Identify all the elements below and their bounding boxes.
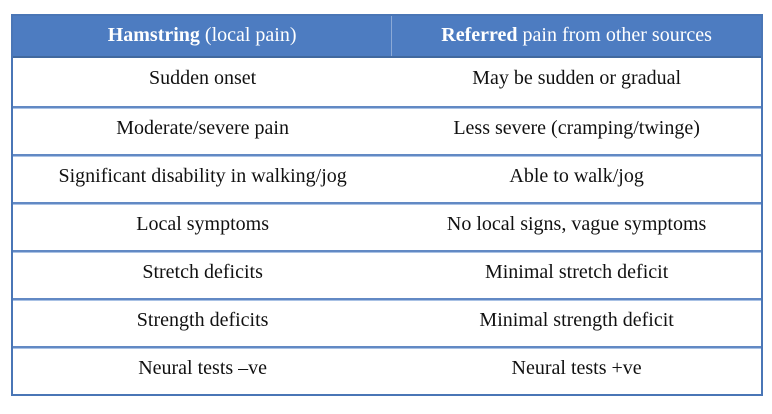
cell-referred: May be sudden or gradual	[472, 67, 682, 89]
cell-referred: No local signs, vague symptoms	[446, 213, 707, 235]
cell-referred: Minimal strength deficit	[479, 309, 674, 331]
table-row: Strength deficits Minimal strength defic…	[13, 298, 761, 346]
cell-hamstring: Sudden onset	[149, 67, 257, 89]
table-row: Neural tests –ve Neural tests +ve	[13, 346, 761, 394]
cell-referred: Able to walk/jog	[509, 165, 644, 187]
table-row: Local symptoms No local signs, vague sym…	[13, 202, 761, 250]
cell-hamstring: Moderate/severe pain	[116, 117, 289, 139]
cell-hamstring: Neural tests –ve	[138, 357, 268, 379]
table-row: Sudden onset May be sudden or gradual	[13, 58, 761, 106]
header-cell-hamstring: Hamstring (local pain)	[13, 16, 393, 56]
table-row: Significant disability in walking/jog Ab…	[13, 154, 761, 202]
table-row: Moderate/severe pain Less severe (crampi…	[13, 106, 761, 154]
cell-referred: Neural tests +ve	[511, 357, 642, 379]
header-hamstring-rest: (local pain)	[199, 24, 297, 46]
table-row: Stretch deficits Minimal stretch deficit	[13, 250, 761, 298]
header-referred-bold: Referred	[441, 24, 518, 46]
cell-hamstring: Local symptoms	[136, 213, 269, 235]
cell-hamstring: Strength deficits	[136, 309, 269, 331]
table-header-row: Hamstring (local pain) Referred pain fro…	[13, 16, 761, 58]
header-referred-rest: pain from other sources	[517, 24, 712, 46]
cell-referred: Less severe (cramping/twinge)	[453, 117, 700, 139]
cell-hamstring: Significant disability in walking/jog	[58, 165, 347, 187]
header-cell-referred: Referred pain from other sources	[392, 16, 761, 56]
header-hamstring-bold: Hamstring	[107, 24, 200, 46]
comparison-table: Hamstring (local pain) Referred pain fro…	[11, 14, 763, 396]
cell-hamstring: Stretch deficits	[142, 261, 263, 283]
cell-referred: Minimal stretch deficit	[484, 261, 669, 283]
